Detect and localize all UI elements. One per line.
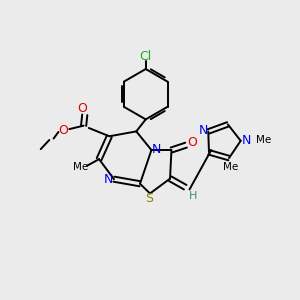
Text: Me: Me xyxy=(256,135,271,145)
Text: O: O xyxy=(77,102,87,115)
Text: S: S xyxy=(146,192,153,205)
Text: H: H xyxy=(189,191,197,201)
Text: Cl: Cl xyxy=(140,50,152,63)
Text: N: N xyxy=(242,134,251,147)
Text: N: N xyxy=(198,124,208,137)
Text: Me: Me xyxy=(73,162,88,172)
Text: O: O xyxy=(188,136,197,149)
Text: Me: Me xyxy=(223,162,238,172)
Text: N: N xyxy=(104,173,113,186)
Text: N: N xyxy=(152,143,161,156)
Text: O: O xyxy=(59,124,68,137)
